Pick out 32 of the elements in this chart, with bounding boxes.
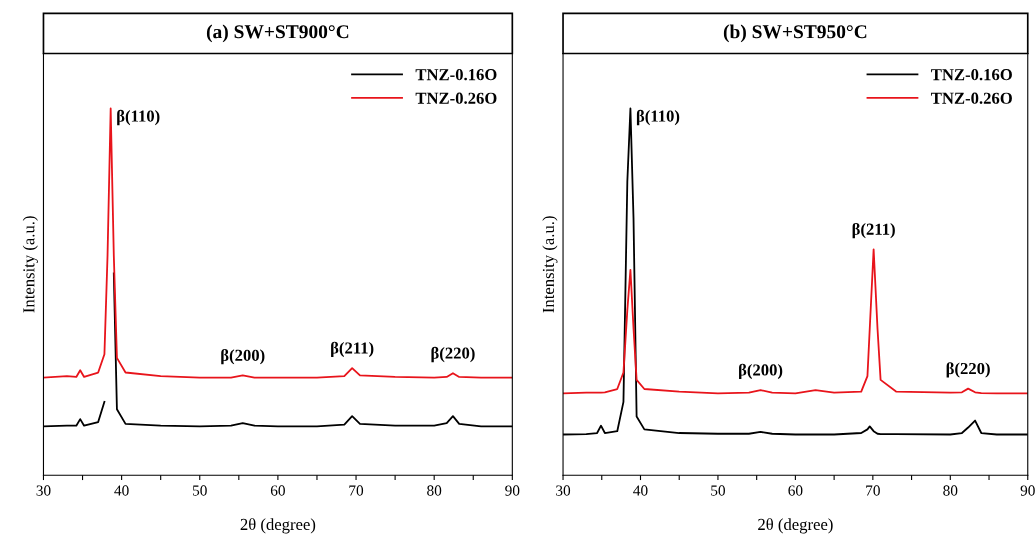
chart-title: (a) SW+ST900°C <box>206 24 349 43</box>
y-axis-title: Intensity (a.u.) <box>542 216 558 313</box>
y-axis-title: Intensity (a.u.) <box>22 216 38 313</box>
annotation: β(110) <box>117 109 160 126</box>
legend-label: TNZ-0.26O <box>931 92 1012 104</box>
chart-title: (b) SW+ST950°C <box>723 24 867 43</box>
x-tick-label: 30 <box>36 485 51 496</box>
x-tick-label: 50 <box>193 485 207 496</box>
annotation: β(220) <box>946 362 990 378</box>
x-tick-label: 40 <box>633 485 648 496</box>
x-tick-label: 40 <box>114 485 129 496</box>
x-tick-label: 90 <box>1020 485 1035 496</box>
annotation: β(200) <box>739 363 783 380</box>
x-tick-label: 30 <box>556 485 571 496</box>
legend-label: TNZ-0.16O <box>931 69 1012 81</box>
x-axis-title: 2θ (degree) <box>758 518 833 534</box>
x-tick-label: 90 <box>505 485 520 496</box>
annotation: β(220) <box>431 346 475 363</box>
x-tick-label: 60 <box>270 485 285 496</box>
x-axis-title: 2θ (degree) <box>240 518 316 534</box>
annotation: β(211) <box>852 222 895 239</box>
annotation: β(110) <box>636 109 680 126</box>
x-tick-label: 60 <box>788 485 803 496</box>
legend-label: TNZ-0.26O <box>415 92 497 104</box>
annotation: β(200) <box>221 349 265 365</box>
x-tick-label: 70 <box>349 485 364 496</box>
x-tick-label: 70 <box>866 485 880 496</box>
legend-label: TNZ-0.16O <box>415 69 497 81</box>
x-tick-label: 80 <box>943 485 958 496</box>
x-tick-label: 80 <box>427 485 442 496</box>
x-tick-label: 50 <box>711 485 725 496</box>
annotation: β(211) <box>331 341 374 357</box>
